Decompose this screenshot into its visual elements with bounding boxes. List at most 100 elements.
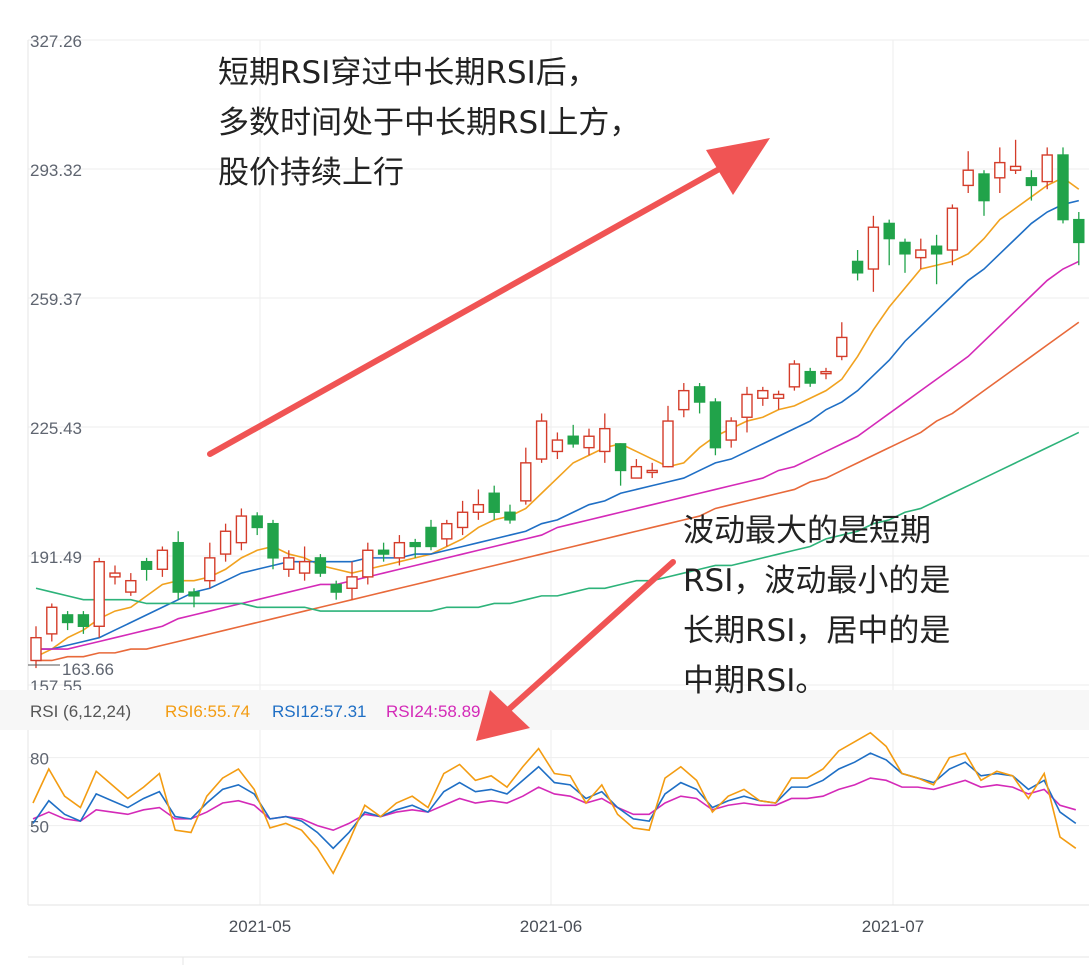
candle-body — [804, 370, 816, 384]
candle-body — [298, 560, 311, 574]
candle-body — [251, 515, 263, 529]
candle-body — [377, 549, 390, 555]
candlestick — [599, 413, 611, 463]
candle-body — [930, 245, 943, 255]
candlestick — [851, 250, 864, 281]
candlestick — [836, 322, 848, 361]
candle-body — [551, 439, 564, 453]
candlestick — [30, 626, 42, 669]
candle-body — [140, 560, 153, 570]
candlestick — [504, 504, 516, 524]
candlestick — [630, 459, 643, 479]
candlestick — [188, 588, 200, 608]
candlestick — [488, 485, 500, 520]
candle-body — [346, 576, 358, 589]
x-tick: 2021-06 — [520, 917, 582, 936]
rsi-lines — [32, 731, 1077, 875]
price-y-tick: 259.37 — [30, 290, 82, 309]
rsi6-legend: RSI6:55.74 — [165, 702, 250, 721]
candle-body — [472, 503, 485, 513]
candle-body — [235, 515, 248, 544]
candlestick — [757, 386, 769, 406]
candle-body — [30, 636, 42, 662]
candle-body — [188, 591, 200, 597]
price-y-tick: 225.43 — [30, 419, 82, 438]
candlestick — [346, 561, 358, 600]
candlestick — [915, 238, 927, 270]
down-arrow — [476, 559, 676, 741]
candle-body — [156, 549, 169, 570]
candlestick — [377, 542, 390, 562]
candle-body — [456, 511, 469, 529]
candlestick — [883, 219, 895, 266]
right-annotation-line-4: 中期RSI。 — [683, 663, 826, 699]
candlestick — [472, 489, 485, 520]
candle-body — [994, 161, 1006, 179]
candle-body — [836, 336, 848, 358]
candle-body — [567, 435, 579, 445]
candlestick — [1009, 139, 1022, 175]
candle-body — [788, 363, 801, 388]
candlestick — [441, 519, 453, 547]
candlestick — [46, 603, 58, 642]
candlestick — [899, 238, 911, 273]
price-y-tick: 293.32 — [30, 161, 82, 180]
candlestick — [61, 611, 74, 631]
candlestick — [140, 557, 153, 581]
rsi-series-line — [32, 752, 1077, 850]
candlestick — [741, 386, 753, 433]
moving-average-line — [36, 260, 1080, 650]
candlestick — [693, 383, 706, 414]
price-y-tick: 191.49 — [30, 548, 82, 567]
candle-body — [393, 541, 406, 559]
candle-body — [583, 435, 595, 449]
right-annotation-line-3: 长期RSI，居中的是 — [683, 613, 950, 649]
candlestick — [978, 170, 990, 216]
candle-body — [725, 420, 737, 441]
grid — [27, 39, 1089, 905]
candlestick — [709, 398, 722, 456]
candlestick — [930, 234, 943, 285]
candlestick — [1041, 147, 1053, 190]
candle-body — [520, 462, 532, 502]
candlestick — [172, 531, 184, 600]
candlestick — [219, 523, 232, 562]
candle-body — [504, 511, 516, 521]
candle-body — [709, 401, 722, 449]
candlestick — [962, 151, 974, 194]
candle-body — [488, 492, 500, 513]
candlestick — [393, 535, 406, 566]
candlestick — [788, 360, 801, 391]
rsi-indicator-label: RSI (6,12,24) — [30, 702, 131, 721]
candle-body — [946, 207, 959, 251]
right-annotation-line-1: 波动最大的是短期 — [683, 513, 931, 549]
candlestick — [551, 432, 564, 460]
rsi-series-line — [32, 777, 1077, 832]
candle-body — [899, 241, 911, 255]
candlestick — [298, 546, 311, 581]
candle-body — [109, 572, 121, 578]
candle-body — [61, 614, 74, 624]
candle-body — [93, 560, 105, 627]
candlestick — [251, 512, 263, 536]
candlestick — [314, 554, 327, 577]
rsi24-legend: RSI24:58.89 — [386, 702, 481, 721]
candle-body — [425, 526, 437, 548]
candle-body — [820, 370, 832, 375]
candlestick — [156, 546, 169, 577]
candlestick — [93, 557, 105, 638]
candle-body — [851, 260, 864, 274]
candlestick — [409, 538, 421, 558]
rsi-grid: 80 50 — [28, 750, 1089, 906]
candlestick — [330, 580, 342, 600]
candle-body — [219, 530, 232, 555]
candlestick — [1073, 212, 1085, 266]
candlestick — [725, 417, 737, 448]
moving-average-line — [35, 431, 1080, 612]
candlestick — [867, 215, 880, 292]
top-annotation: 短期RSI穿过中长期RSI后， 多数时间处于中长期RSI上方， 股价持续上行 — [218, 55, 640, 191]
candlestick — [678, 383, 690, 418]
candle-body — [614, 443, 627, 472]
